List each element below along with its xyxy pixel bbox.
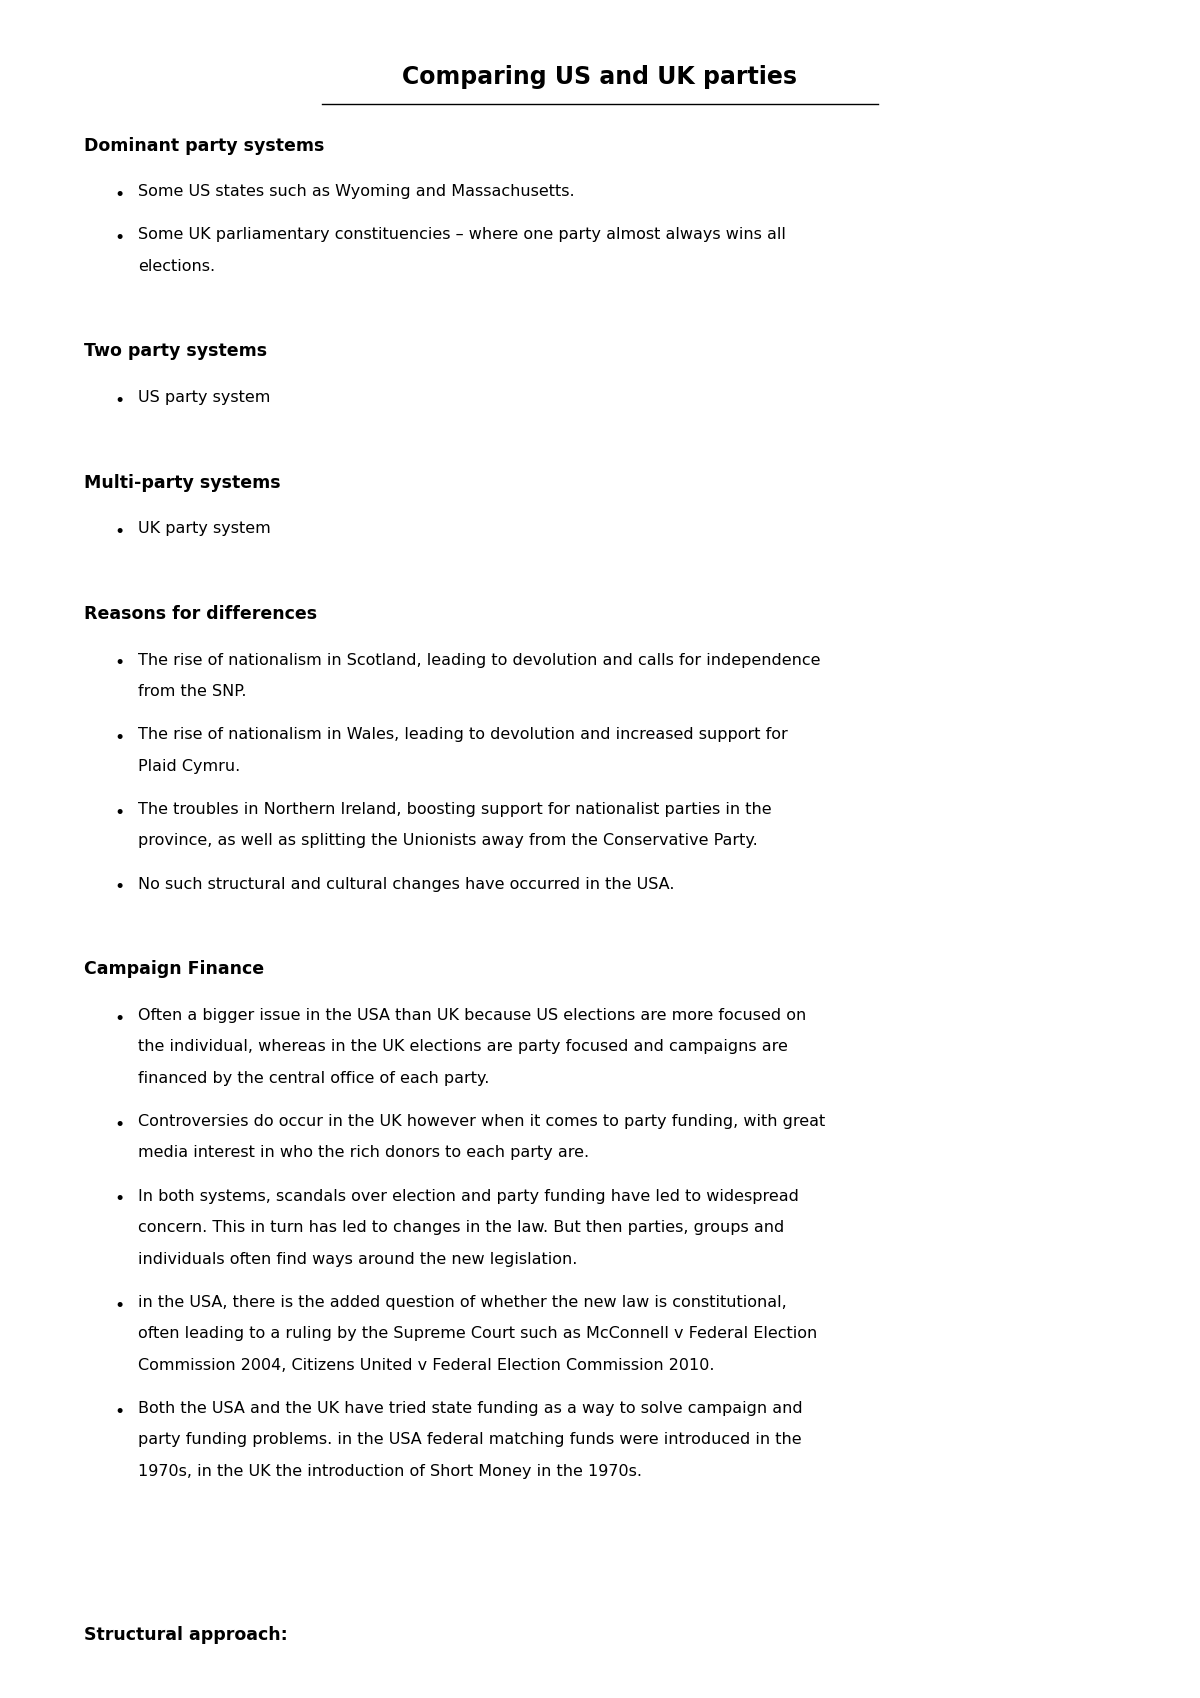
Text: the individual, whereas in the UK elections are party focused and campaigns are: the individual, whereas in the UK electi… bbox=[138, 1039, 788, 1054]
Text: •: • bbox=[114, 878, 125, 897]
Text: No such structural and cultural changes have occurred in the USA.: No such structural and cultural changes … bbox=[138, 876, 674, 891]
Text: •: • bbox=[114, 803, 125, 822]
Text: Some US states such as Wyoming and Massachusetts.: Some US states such as Wyoming and Massa… bbox=[138, 183, 575, 199]
Text: individuals often find ways around the new legislation.: individuals often find ways around the n… bbox=[138, 1251, 577, 1267]
Text: The rise of nationalism in Scotland, leading to devolution and calls for indepen: The rise of nationalism in Scotland, lea… bbox=[138, 652, 821, 667]
Text: The rise of nationalism in Wales, leading to devolution and increased support fo: The rise of nationalism in Wales, leadin… bbox=[138, 727, 787, 742]
Text: Comparing US and UK parties: Comparing US and UK parties bbox=[402, 65, 798, 88]
Text: •: • bbox=[114, 1010, 125, 1027]
Text: Often a bigger issue in the USA than UK because US elections are more focused on: Often a bigger issue in the USA than UK … bbox=[138, 1009, 806, 1022]
Text: The troubles in Northern Ireland, boosting support for nationalist parties in th: The troubles in Northern Ireland, boosti… bbox=[138, 801, 772, 817]
Text: Controversies do occur in the UK however when it comes to party funding, with gr: Controversies do occur in the UK however… bbox=[138, 1114, 826, 1129]
Text: •: • bbox=[114, 1190, 125, 1209]
Text: •: • bbox=[114, 185, 125, 204]
Text: In both systems, scandals over election and party funding have led to widespread: In both systems, scandals over election … bbox=[138, 1189, 799, 1204]
Text: from the SNP.: from the SNP. bbox=[138, 684, 246, 700]
Text: US party system: US party system bbox=[138, 391, 270, 406]
Text: 1970s, in the UK the introduction of Short Money in the 1970s.: 1970s, in the UK the introduction of Sho… bbox=[138, 1464, 642, 1479]
Text: Plaid Cymru.: Plaid Cymru. bbox=[138, 759, 240, 774]
Text: Structural approach:: Structural approach: bbox=[84, 1627, 288, 1644]
Text: Some UK parliamentary constituencies – where one party almost always wins all: Some UK parliamentary constituencies – w… bbox=[138, 228, 786, 243]
Text: often leading to a ruling by the Supreme Court such as McConnell v Federal Elect: often leading to a ruling by the Supreme… bbox=[138, 1326, 817, 1341]
Text: financed by the central office of each party.: financed by the central office of each p… bbox=[138, 1071, 490, 1085]
Text: Dominant party systems: Dominant party systems bbox=[84, 136, 324, 155]
Text: Campaign Finance: Campaign Finance bbox=[84, 961, 264, 978]
Text: party funding problems. in the USA federal matching funds were introduced in the: party funding problems. in the USA feder… bbox=[138, 1433, 802, 1447]
Text: •: • bbox=[114, 1403, 125, 1421]
Text: •: • bbox=[114, 229, 125, 248]
Text: concern. This in turn has led to changes in the law. But then parties, groups an: concern. This in turn has led to changes… bbox=[138, 1221, 785, 1234]
Text: •: • bbox=[114, 523, 125, 542]
Text: Commission 2004, Citizens United v Federal Election Commission 2010.: Commission 2004, Citizens United v Feder… bbox=[138, 1358, 714, 1372]
Text: Two party systems: Two party systems bbox=[84, 343, 268, 360]
Text: media interest in who the rich donors to each party are.: media interest in who the rich donors to… bbox=[138, 1146, 589, 1160]
Text: Both the USA and the UK have tried state funding as a way to solve campaign and: Both the USA and the UK have tried state… bbox=[138, 1401, 803, 1416]
Text: •: • bbox=[114, 1116, 125, 1134]
Text: Reasons for differences: Reasons for differences bbox=[84, 604, 317, 623]
Text: •: • bbox=[114, 1297, 125, 1314]
Text: province, as well as splitting the Unionists away from the Conservative Party.: province, as well as splitting the Union… bbox=[138, 834, 757, 849]
Text: •: • bbox=[114, 728, 125, 747]
Text: UK party system: UK party system bbox=[138, 521, 271, 537]
Text: in the USA, there is the added question of whether the new law is constitutional: in the USA, there is the added question … bbox=[138, 1296, 787, 1309]
Text: •: • bbox=[114, 654, 125, 672]
Text: elections.: elections. bbox=[138, 258, 215, 273]
Text: Multi-party systems: Multi-party systems bbox=[84, 474, 281, 492]
Text: •: • bbox=[114, 392, 125, 409]
